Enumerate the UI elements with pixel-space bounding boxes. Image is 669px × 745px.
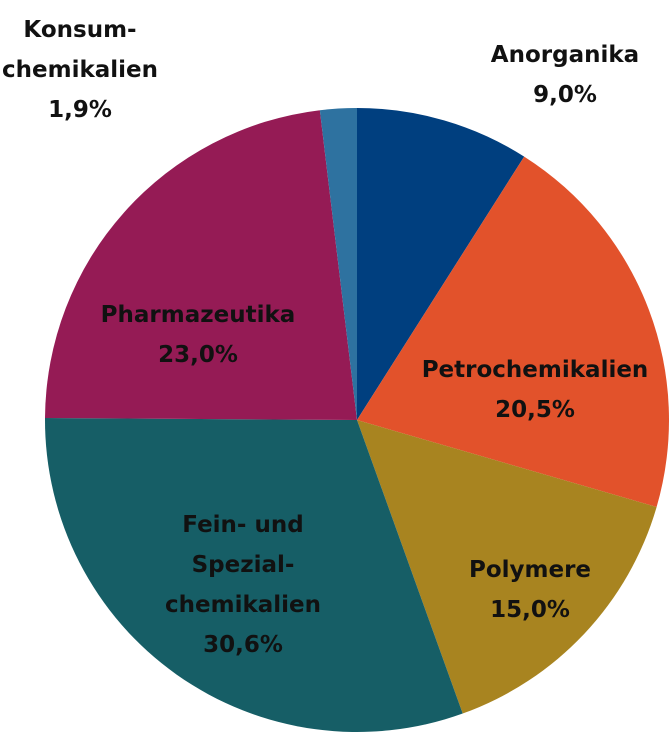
slice-label: Pharmazeutika 23,0% xyxy=(101,295,296,375)
slice-label: Fein- und Spezial- chemikalien 30,6% xyxy=(165,505,321,665)
category-label: Konsum- chemikalien xyxy=(1,17,159,83)
category-label: Petrochemikalien xyxy=(421,357,649,383)
pie-slice xyxy=(357,108,525,420)
value-label: 9,0% xyxy=(533,82,597,108)
value-label: 30,6% xyxy=(203,632,283,658)
slice-label: Polymere 15,0% xyxy=(469,550,591,630)
pie-slice xyxy=(357,156,669,508)
pie-slice xyxy=(319,108,357,420)
category-label: Polymere xyxy=(468,557,592,583)
pie-slice xyxy=(45,418,463,732)
value-label: 23,0% xyxy=(158,342,238,368)
slice-label: Anorganika 9,0% xyxy=(491,35,639,115)
value-label: 20,5% xyxy=(495,397,575,423)
pie-slice xyxy=(357,420,657,714)
category-label: Pharmazeutika xyxy=(100,302,296,328)
value-label: 15,0% xyxy=(490,597,570,623)
value-label: 1,9% xyxy=(48,97,112,123)
category-label: Anorganika xyxy=(490,42,640,68)
slice-label: Petrochemikalien 20,5% xyxy=(422,350,649,430)
slice-label: Konsum- chemikalien 1,9% xyxy=(2,10,158,130)
category-label: Fein- und Spezial- chemikalien xyxy=(164,512,322,618)
pie-slice xyxy=(45,110,357,420)
